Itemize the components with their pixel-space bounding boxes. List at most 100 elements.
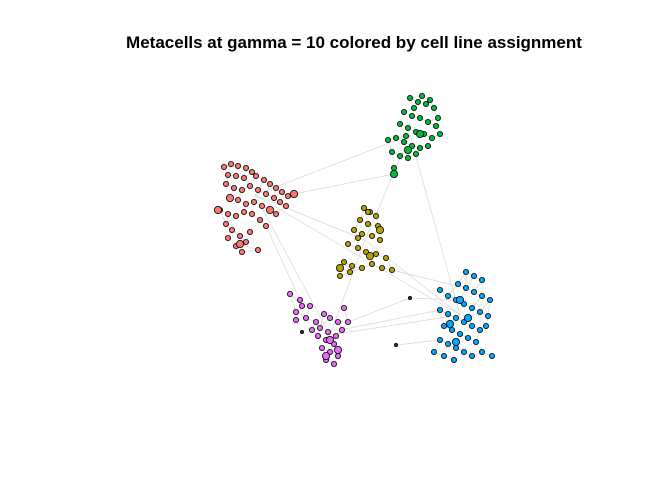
metacell-point xyxy=(224,210,231,217)
metacell-point xyxy=(292,316,299,323)
edge-between-clusters xyxy=(254,194,461,316)
metacell-point xyxy=(224,171,231,178)
metacell-point xyxy=(436,130,443,137)
metacell-point xyxy=(312,318,319,325)
metacell-point xyxy=(382,254,389,261)
metacell-point xyxy=(408,113,415,120)
metacell-point xyxy=(284,192,291,199)
edge-between-clusters xyxy=(409,134,461,316)
edge-between-clusters xyxy=(254,194,331,336)
metacell-point xyxy=(455,295,464,304)
metacell-point xyxy=(384,136,391,143)
metacell-point xyxy=(340,258,347,265)
metacell-point xyxy=(432,123,439,130)
metacell-point xyxy=(372,250,379,257)
metacell-point xyxy=(256,216,263,223)
metacell-point xyxy=(242,238,249,245)
metacell-point xyxy=(240,208,247,215)
metacell-point xyxy=(484,312,491,319)
edge-between-clusters xyxy=(329,314,461,336)
metacell-point xyxy=(415,129,424,138)
edge-between-clusters xyxy=(293,173,395,195)
metacell-point xyxy=(272,184,279,191)
edge-between-clusters xyxy=(409,297,457,301)
metacell-point xyxy=(430,348,437,355)
metacell-point xyxy=(356,216,363,223)
metacell-point xyxy=(389,169,398,178)
metacell-point xyxy=(476,326,483,333)
metacell-point xyxy=(424,142,431,149)
edge-between-clusters xyxy=(391,269,467,289)
metacell-point xyxy=(235,239,244,248)
metacell-point xyxy=(364,208,371,215)
metacell-point xyxy=(436,286,443,293)
metacell-point xyxy=(248,168,255,175)
metacell-point xyxy=(258,202,265,209)
metacell-point xyxy=(486,296,493,303)
metacell-point xyxy=(270,194,277,201)
metacell-point xyxy=(213,205,222,214)
metacell-point xyxy=(296,296,303,303)
metacell-point xyxy=(306,302,313,309)
metacell-point xyxy=(468,304,475,311)
metacell-point xyxy=(325,335,334,344)
node-layer xyxy=(213,93,495,367)
metacell-point xyxy=(321,351,330,360)
metacell-point xyxy=(246,228,253,235)
metacell-point xyxy=(338,326,345,333)
metacell-point xyxy=(318,344,325,351)
metacell-point xyxy=(336,272,343,279)
metacell-point xyxy=(232,212,239,219)
metacell-point xyxy=(428,134,435,141)
metacell-point xyxy=(375,225,384,234)
metacell-point xyxy=(234,196,241,203)
metacell-point xyxy=(452,314,459,321)
metacell-point xyxy=(354,244,361,251)
metacell-point xyxy=(440,352,447,359)
metacell-point xyxy=(234,162,241,169)
metacell-point xyxy=(236,232,243,239)
metacell-point xyxy=(232,172,239,179)
metacell-point xyxy=(436,336,443,343)
metacell-point xyxy=(476,308,483,315)
metacell-point xyxy=(248,210,255,217)
metacell-point xyxy=(333,345,342,354)
metacell-point xyxy=(302,314,309,321)
metacell-point xyxy=(407,295,412,300)
metacell-point xyxy=(463,313,472,322)
metacell-point xyxy=(334,352,341,359)
metacell-point xyxy=(254,186,261,193)
metacell-point xyxy=(456,330,463,337)
metacell-point xyxy=(276,198,283,205)
metacell-point xyxy=(488,352,495,359)
metacell-point xyxy=(470,272,477,279)
metacell-point xyxy=(334,318,341,325)
metacell-point xyxy=(344,240,351,247)
metacell-point xyxy=(320,310,327,317)
metacell-point xyxy=(444,292,451,299)
metacell-point xyxy=(240,174,247,181)
metacell-point xyxy=(444,310,451,317)
metacell-point xyxy=(472,338,479,345)
metacell-point xyxy=(222,180,229,187)
metacell-point xyxy=(344,318,351,325)
metacell-point xyxy=(314,332,321,339)
metacell-point xyxy=(416,144,423,151)
metacell-point xyxy=(478,292,485,299)
metacell-point xyxy=(410,105,417,112)
metacell-point xyxy=(470,288,477,295)
metacell-point xyxy=(468,352,475,359)
metacell-point xyxy=(254,246,261,253)
metacell-point xyxy=(250,198,257,205)
metacell-point xyxy=(468,322,475,329)
metacell-point xyxy=(242,200,249,207)
metacell-point xyxy=(451,337,460,346)
metacell-point xyxy=(272,210,279,217)
metacell-point xyxy=(376,236,383,243)
metacell-point xyxy=(230,184,237,191)
metacell-point xyxy=(292,308,299,315)
metacell-point xyxy=(412,150,419,157)
metacell-point xyxy=(340,304,347,311)
metacell-point xyxy=(464,334,471,341)
metacell-point xyxy=(403,145,412,154)
